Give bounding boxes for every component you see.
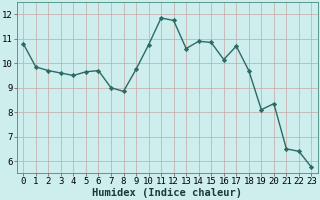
X-axis label: Humidex (Indice chaleur): Humidex (Indice chaleur): [92, 188, 242, 198]
